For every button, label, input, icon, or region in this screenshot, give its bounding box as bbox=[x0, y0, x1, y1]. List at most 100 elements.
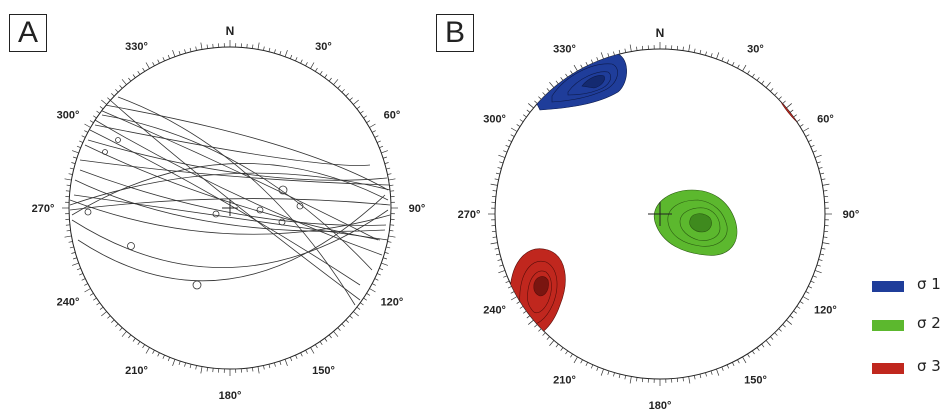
tick-mark bbox=[737, 359, 740, 364]
tick-mark bbox=[818, 167, 823, 169]
great-circle bbox=[89, 129, 361, 286]
tick-mark bbox=[774, 92, 778, 96]
tick-mark bbox=[523, 114, 527, 118]
great-circle bbox=[101, 114, 373, 271]
tick-mark bbox=[69, 246, 74, 249]
tick-mark bbox=[810, 280, 815, 284]
great-circle bbox=[117, 96, 356, 306]
tick-mark bbox=[268, 364, 271, 369]
tick-mark bbox=[699, 374, 702, 379]
tick-mark bbox=[705, 372, 707, 377]
tick-mark bbox=[274, 49, 276, 54]
tick-mark bbox=[538, 96, 542, 100]
great-circle bbox=[69, 198, 391, 211]
tick-mark bbox=[812, 275, 817, 278]
tick-mark bbox=[613, 51, 615, 56]
great-circle bbox=[79, 159, 390, 186]
tick-mark bbox=[79, 273, 84, 276]
tick-mark bbox=[383, 156, 388, 159]
tick-mark bbox=[542, 332, 546, 336]
legend-label: σ 2 bbox=[917, 314, 941, 332]
tick-mark bbox=[300, 59, 303, 64]
great-circle bbox=[71, 163, 389, 216]
tick-mark bbox=[732, 362, 735, 367]
tick-mark bbox=[523, 310, 527, 314]
tick-mark bbox=[747, 70, 750, 75]
bearing-label: 180° bbox=[649, 400, 672, 412]
tick-mark bbox=[503, 150, 508, 153]
tick-mark bbox=[142, 344, 145, 349]
tick-mark bbox=[510, 127, 518, 132]
tick-mark bbox=[66, 230, 71, 232]
tick-mark bbox=[121, 331, 127, 337]
great-circle bbox=[71, 209, 389, 269]
tick-mark bbox=[538, 328, 542, 332]
bearing-label: 330° bbox=[125, 41, 148, 53]
tick-mark bbox=[534, 324, 538, 328]
tick-mark bbox=[284, 50, 288, 57]
tick-mark bbox=[624, 375, 627, 380]
tick-mark bbox=[167, 54, 171, 59]
tick-mark bbox=[732, 61, 735, 66]
tick-mark bbox=[546, 336, 550, 340]
tick-mark bbox=[178, 361, 181, 366]
tick-mark bbox=[305, 62, 308, 67]
tick-mark bbox=[349, 97, 353, 101]
tick-mark bbox=[360, 302, 364, 306]
tick-mark bbox=[162, 354, 165, 359]
tick-mark bbox=[84, 283, 89, 286]
tick-mark bbox=[360, 110, 364, 114]
tick-mark bbox=[607, 370, 610, 375]
tick-mark bbox=[534, 100, 538, 104]
tick-mark bbox=[184, 49, 186, 54]
tick-mark bbox=[497, 167, 502, 169]
tick-mark bbox=[490, 183, 498, 186]
tick-mark bbox=[542, 92, 546, 96]
tick-mark bbox=[366, 120, 371, 123]
tick-mark bbox=[363, 297, 367, 301]
center-cross-a bbox=[222, 200, 238, 216]
north-label: N bbox=[226, 24, 235, 38]
tick-mark bbox=[356, 106, 361, 110]
tick-mark bbox=[805, 134, 810, 137]
bearing-label: 300° bbox=[57, 110, 80, 122]
tick-mark bbox=[607, 53, 610, 58]
tick-mark bbox=[200, 366, 203, 374]
tick-mark bbox=[315, 67, 318, 72]
tick-mark bbox=[590, 59, 594, 64]
tick-mark bbox=[379, 267, 384, 271]
tick-mark bbox=[178, 50, 181, 55]
tick-mark bbox=[507, 139, 512, 142]
bearing-label: 300° bbox=[483, 114, 506, 126]
tick-mark bbox=[585, 61, 588, 66]
tick-mark bbox=[206, 367, 208, 372]
tick-mark bbox=[99, 306, 104, 310]
tick-mark bbox=[119, 85, 123, 89]
tick-mark bbox=[555, 343, 559, 348]
stereonet-a: N 30° 60° 90° 120° 150° 180° 210° 240° 270° 300° 33… bbox=[32, 24, 426, 402]
sigma1-density-contour bbox=[534, 52, 627, 111]
bearing-label: 150° bbox=[312, 365, 335, 377]
tick-mark bbox=[528, 319, 534, 325]
tick-mark bbox=[636, 46, 638, 51]
tick-mark bbox=[818, 259, 823, 261]
tick-mark bbox=[492, 236, 497, 238]
tick-mark bbox=[132, 338, 136, 342]
tick-mark bbox=[64, 235, 72, 238]
tick-mark bbox=[252, 367, 254, 372]
tick-mark bbox=[808, 139, 813, 142]
tick-mark bbox=[81, 135, 86, 138]
tick-mark bbox=[726, 364, 730, 369]
tick-mark bbox=[805, 291, 810, 294]
tick-mark bbox=[388, 178, 396, 181]
tick-mark bbox=[79, 140, 84, 143]
tick-mark bbox=[546, 88, 550, 92]
great-circle bbox=[104, 104, 389, 191]
great-circle bbox=[69, 172, 391, 206]
tick-mark bbox=[600, 52, 604, 60]
tick-mark bbox=[189, 47, 192, 52]
tick-mark bbox=[814, 270, 822, 274]
tick-mark bbox=[345, 93, 349, 97]
tick-mark bbox=[693, 375, 696, 380]
